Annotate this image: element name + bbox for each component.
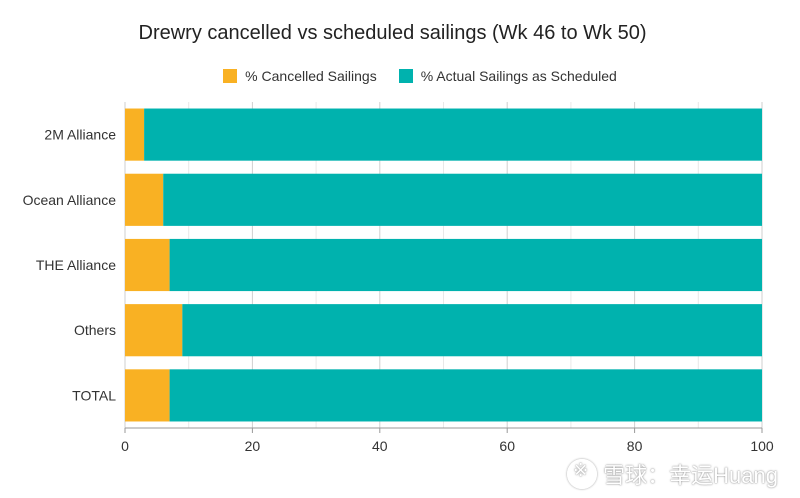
bar-cancelled bbox=[125, 108, 145, 161]
bar-scheduled bbox=[169, 369, 763, 422]
bar-cancelled bbox=[125, 238, 170, 292]
x-tick-label: 20 bbox=[245, 438, 261, 454]
legend-label-cancelled: % Cancelled Sailings bbox=[245, 68, 377, 84]
x-tick-label: 40 bbox=[372, 438, 388, 454]
bar-scheduled bbox=[182, 304, 762, 357]
bar-cancelled bbox=[125, 173, 164, 226]
legend-swatch-cancelled bbox=[223, 69, 238, 83]
category-label: Ocean Alliance bbox=[23, 192, 117, 208]
legend-item-scheduled[interactable]: % Actual Sailings as Scheduled bbox=[398, 68, 617, 84]
chart-title: Drewry cancelled vs scheduled sailings (… bbox=[138, 22, 647, 44]
x-tick-label: 60 bbox=[499, 438, 515, 454]
watermark: 雪球：幸运Huang bbox=[567, 458, 778, 490]
legend: % Cancelled Sailings % Actual Sailings a… bbox=[0, 68, 800, 84]
bar-cancelled bbox=[125, 304, 183, 357]
category-label: THE Alliance bbox=[36, 257, 116, 273]
x-tick-label: 0 bbox=[121, 438, 129, 454]
x-tick-label: 100 bbox=[750, 438, 774, 454]
legend-swatch-scheduled bbox=[398, 69, 413, 83]
category-label: TOTAL bbox=[72, 387, 116, 403]
legend-label-scheduled: % Actual Sailings as Scheduled bbox=[420, 68, 617, 84]
x-tick-label: 80 bbox=[627, 438, 643, 454]
bar-scheduled bbox=[163, 173, 763, 226]
category-label: Others bbox=[74, 322, 116, 338]
bar-scheduled bbox=[144, 108, 763, 161]
bar-cancelled bbox=[125, 369, 170, 422]
watermark-text: 雪球：幸运Huang bbox=[603, 463, 778, 488]
category-label: 2M Alliance bbox=[44, 127, 116, 143]
legend-item-cancelled[interactable]: % Cancelled Sailings bbox=[223, 68, 377, 84]
bar-scheduled bbox=[169, 238, 763, 292]
snowball-logo-icon bbox=[567, 459, 598, 489]
